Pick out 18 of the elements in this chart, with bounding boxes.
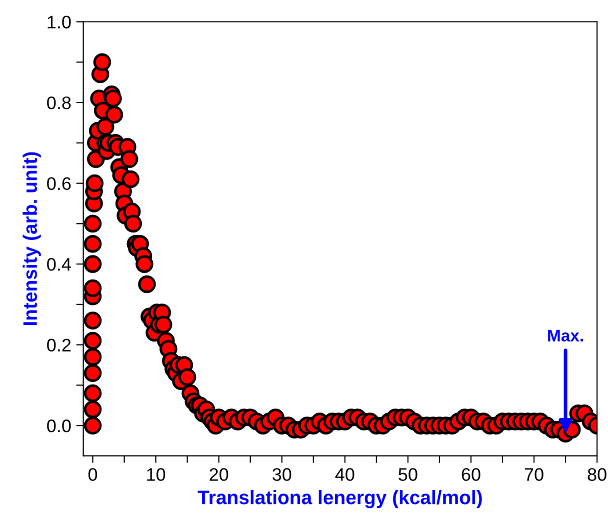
y-tick-label: 0.8 <box>47 96 71 110</box>
x-tick-label: 70 <box>524 468 544 481</box>
y-axis-title: Intensity (arb. unit) <box>22 152 41 325</box>
y-tick-label: 1.0 <box>48 16 71 28</box>
x-tick-label: 60 <box>462 468 480 481</box>
x-tick-label: 10 <box>147 468 166 481</box>
x-tick-label: 50 <box>398 468 418 481</box>
annotation: Max. <box>548 330 583 342</box>
y-tick-label: 0.0 <box>47 419 71 432</box>
x-tick-label: 20 <box>210 468 228 481</box>
y-tick-label: 0.6 <box>47 177 71 190</box>
x-tick-label: 40 <box>335 468 354 481</box>
x-tick-label: 80 <box>588 468 606 481</box>
y-tick-label: 0.4 <box>47 258 71 271</box>
y-tick-label: 0.2 <box>47 338 71 352</box>
x-axis-title: Translationa lenergy (kcal/mol) <box>198 490 482 508</box>
x-tick-label: 0 <box>88 468 98 481</box>
x-tick-label: 30 <box>272 468 292 481</box>
